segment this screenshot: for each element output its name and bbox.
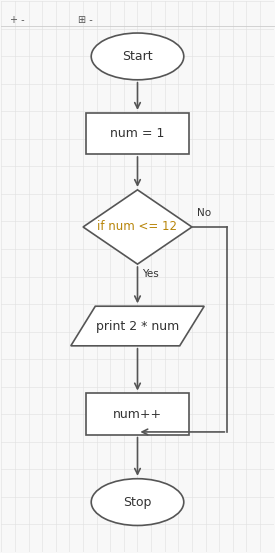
Polygon shape: [71, 306, 204, 346]
Text: ⊞ -: ⊞ -: [78, 15, 92, 25]
Text: if num <= 12: if num <= 12: [98, 221, 177, 233]
Text: + -: + -: [10, 15, 24, 25]
Bar: [86, 393, 189, 435]
Bar: [86, 113, 189, 154]
Ellipse shape: [91, 33, 184, 80]
Text: print 2 * num: print 2 * num: [96, 320, 179, 332]
Text: Yes: Yes: [142, 269, 158, 279]
Polygon shape: [83, 190, 192, 264]
Text: num++: num++: [113, 408, 162, 420]
Text: num = 1: num = 1: [110, 127, 165, 140]
Text: No: No: [197, 208, 211, 218]
Text: Start: Start: [122, 50, 153, 63]
Text: Stop: Stop: [123, 495, 152, 509]
Ellipse shape: [91, 479, 184, 525]
